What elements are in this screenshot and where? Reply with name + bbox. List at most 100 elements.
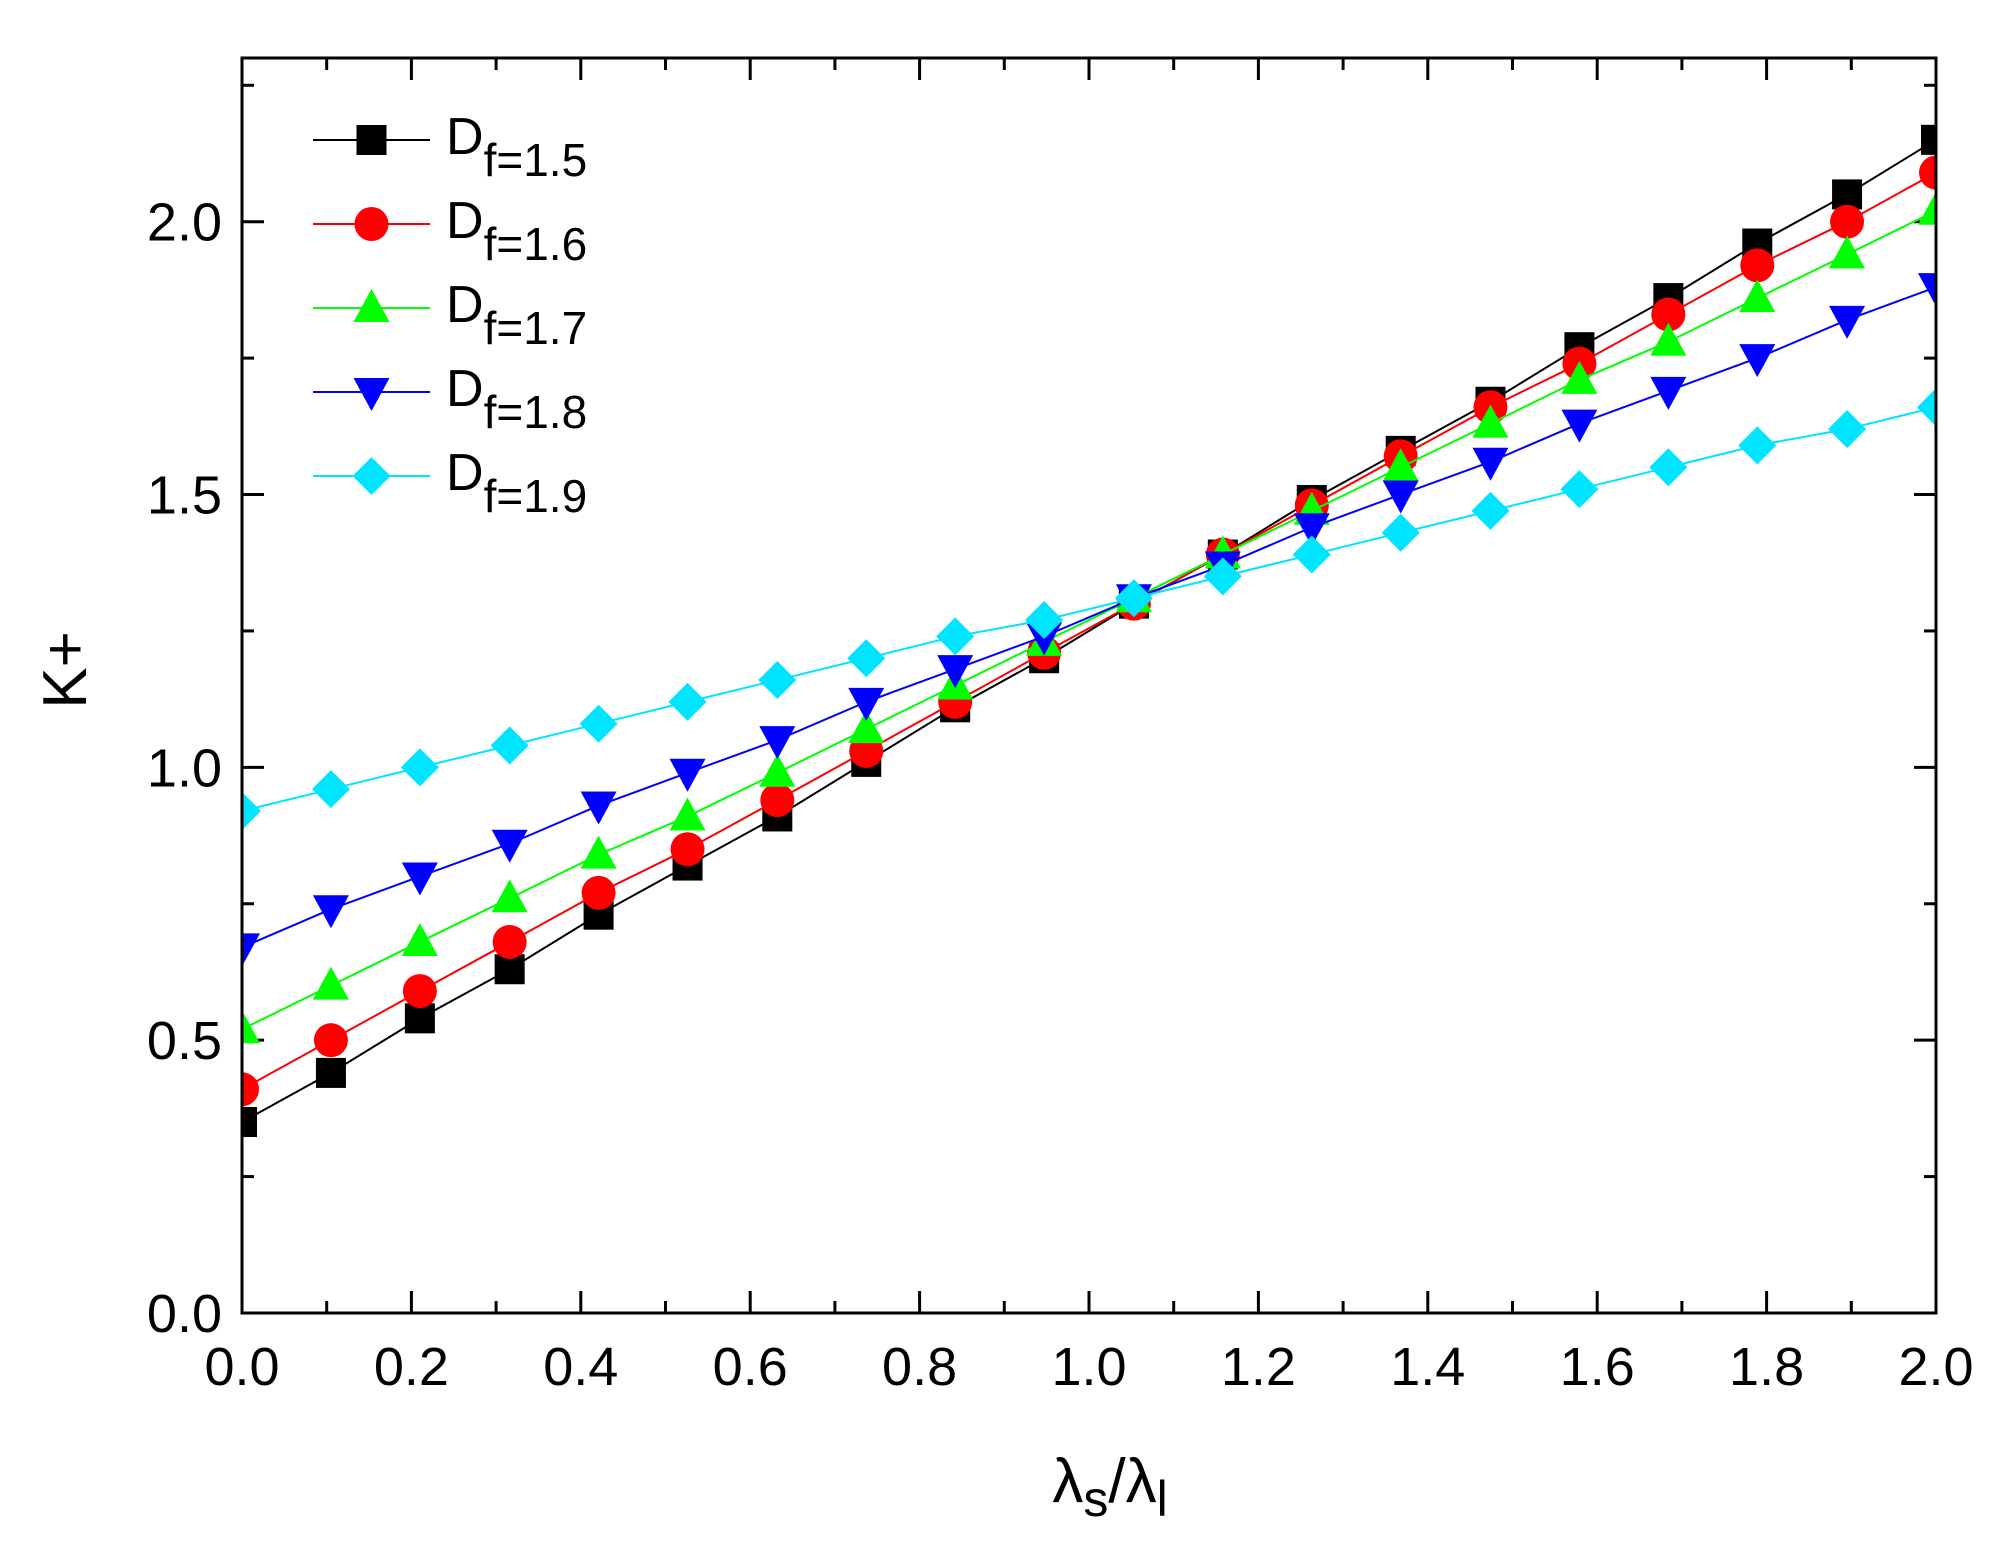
legend-label-main: D	[446, 276, 484, 334]
x-tick-labels: 0.0 0.2 0.4 0.6 0.8 1.0 1.2 1.4 1.6 1.8 2.0	[204, 1337, 1973, 1397]
data-point	[670, 832, 705, 867]
axis-ticks	[240, 58, 1938, 1315]
data-point	[1382, 448, 1419, 482]
legend-item: Df=1.9	[313, 444, 587, 522]
data-point	[1918, 191, 1936, 225]
data-point	[1560, 470, 1599, 509]
x-tick-label: 1.8	[1729, 1337, 1804, 1397]
x-axis-title-slash: /	[1108, 1447, 1126, 1516]
data-point	[1382, 480, 1419, 514]
data-point	[1832, 179, 1863, 210]
data-point	[491, 829, 528, 863]
legend-item: Df=1.6	[313, 192, 587, 270]
data-point	[669, 797, 706, 831]
x-axis-title-sub-1: s	[1083, 1471, 1108, 1527]
data-point	[848, 710, 885, 744]
series-layer	[242, 124, 1936, 1138]
data-point	[1739, 344, 1776, 378]
data-point	[1829, 305, 1866, 339]
data-point	[847, 639, 886, 678]
data-point	[242, 1072, 259, 1107]
series-line	[242, 209, 1936, 1031]
legend-label-main: D	[446, 192, 484, 250]
y-tick-label: 1.5	[147, 466, 222, 526]
x-tick-label: 0.6	[713, 1337, 788, 1397]
data-point	[1292, 535, 1331, 574]
data-point	[581, 875, 616, 910]
data-point	[1293, 513, 1330, 547]
legend-label-sub: f=1.8	[484, 386, 588, 438]
y-tick-label: 2.0	[147, 193, 222, 253]
y-tick-label: 0.5	[147, 1011, 222, 1071]
data-point	[312, 895, 349, 929]
series-line	[242, 286, 1936, 949]
x-tick-label: 0.0	[204, 1337, 279, 1397]
data-point	[1740, 248, 1775, 283]
legend-label: Df=1.7	[446, 276, 587, 354]
x-tick-label: 0.2	[374, 1337, 449, 1397]
data-point	[242, 1107, 257, 1138]
legend-label: Df=1.8	[446, 360, 587, 438]
legend-label-sub: f=1.9	[484, 470, 588, 522]
data-point	[1830, 204, 1865, 239]
data-point	[311, 770, 350, 809]
legend-label-main: D	[446, 108, 484, 166]
x-tick-label: 1.0	[1051, 1337, 1126, 1397]
data-point	[491, 879, 528, 913]
legend-label-sub: f=1.7	[484, 302, 588, 354]
data-point	[1917, 388, 1936, 427]
x-axis-title: λs/λl	[1052, 1447, 1167, 1527]
data-point	[1471, 491, 1510, 530]
x-tick-label: 1.2	[1221, 1337, 1296, 1397]
data-point	[1114, 579, 1153, 618]
y-tick-label: 1.0	[147, 738, 222, 798]
legend-item: Df=1.5	[313, 108, 587, 186]
data-point	[492, 924, 527, 959]
data-point	[759, 753, 796, 787]
data-point	[936, 617, 975, 656]
legend-marker	[352, 457, 391, 495]
data-point	[580, 835, 617, 869]
x-tick-label: 0.8	[882, 1337, 957, 1397]
data-point	[1561, 360, 1598, 394]
legend-label: Df=1.6	[446, 192, 587, 270]
data-point	[1472, 404, 1509, 438]
data-point	[848, 687, 885, 721]
data-point	[490, 726, 529, 765]
data-point	[242, 933, 260, 967]
series-f=1.8	[242, 273, 1936, 967]
plot-frame	[240, 56, 1938, 1315]
legend-label-sub: f=1.5	[484, 134, 588, 186]
data-point	[668, 682, 707, 721]
data-point	[669, 758, 706, 792]
legend-marker	[353, 378, 390, 411]
data-point	[1472, 447, 1509, 481]
x-axis-title-lambda-1: λ	[1052, 1447, 1083, 1516]
legend: Df=1.5Df=1.6Df=1.7Df=1.8Df=1.9	[313, 108, 587, 522]
data-point	[1739, 279, 1776, 313]
data-point	[404, 1003, 435, 1034]
x-axis-title-sub-2: l	[1157, 1471, 1168, 1527]
data-point	[312, 966, 349, 1000]
series-f=1.9	[242, 388, 1936, 830]
legend-label-sub: f=1.6	[484, 218, 588, 270]
data-point	[1921, 124, 1936, 155]
data-point	[1381, 513, 1420, 552]
x-tick-label: 1.4	[1390, 1337, 1465, 1397]
data-point	[1918, 273, 1936, 307]
data-point	[1738, 426, 1777, 465]
data-point	[1650, 376, 1687, 410]
data-point	[400, 748, 439, 787]
data-point	[1203, 557, 1242, 596]
x-tick-label: 0.4	[543, 1337, 618, 1397]
data-point	[937, 655, 974, 689]
legend-label: Df=1.5	[446, 108, 587, 186]
data-point	[242, 1010, 260, 1044]
data-point	[1828, 410, 1867, 449]
x-tick-label: 2.0	[1898, 1337, 1973, 1397]
legend-label: Df=1.9	[446, 444, 587, 522]
legend-label-main: D	[446, 444, 484, 502]
y-axis-title: K+	[31, 631, 100, 709]
data-point	[494, 954, 525, 985]
